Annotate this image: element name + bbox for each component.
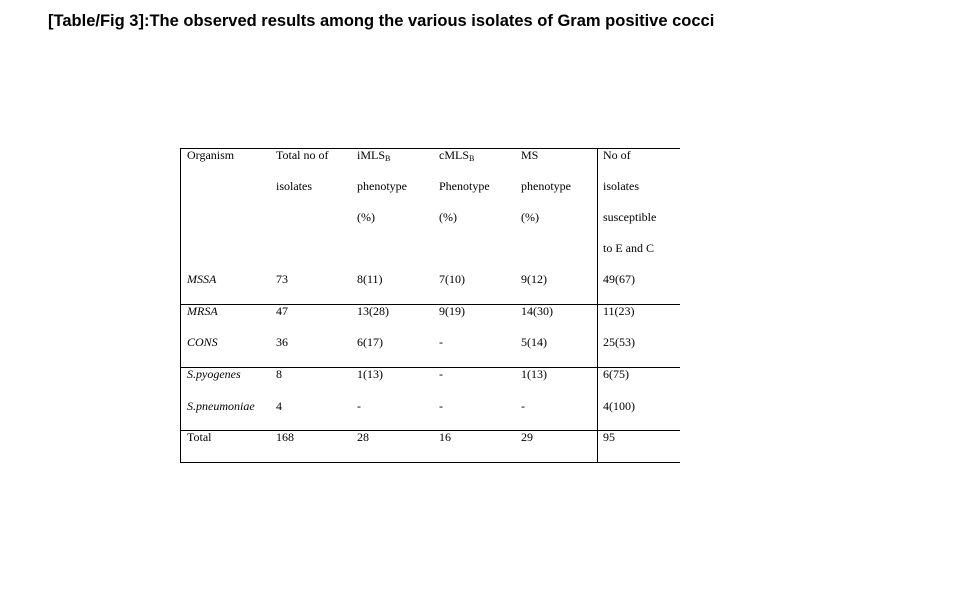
header-cell: phenotype	[357, 179, 407, 193]
data-cell: 4	[276, 399, 282, 413]
header-main: iMLS	[357, 148, 385, 162]
header-cell: Total no of	[276, 148, 328, 162]
data-cell: 28	[357, 430, 369, 444]
data-cell: 8(11)	[357, 272, 383, 286]
data-cell: 4(100)	[603, 399, 635, 413]
header-cell: isolates	[603, 179, 639, 193]
data-cell: 8	[276, 367, 282, 381]
header-cell: Organism	[187, 148, 235, 162]
header-cell: No of	[603, 148, 631, 162]
data-cell: 9(19)	[439, 304, 465, 318]
header-cell: (%)	[439, 210, 457, 224]
header-cell: Phenotype	[439, 179, 490, 193]
data-cell: 49(67)	[603, 272, 635, 286]
header-cell: susceptible	[603, 210, 656, 224]
data-cell: -	[439, 399, 443, 413]
data-cell: 13(28)	[357, 304, 389, 318]
header-cell: to E and C	[603, 241, 654, 255]
data-cell: 14(30)	[521, 304, 553, 318]
header-cell: cMLSB	[439, 148, 474, 163]
organism-cell: MRSA	[186, 304, 218, 318]
data-cell: -	[439, 367, 443, 381]
data-cell: -	[439, 335, 443, 349]
header-cell: isolates	[276, 179, 312, 193]
data-cell: 6(17)	[357, 335, 383, 349]
header-cell: (%)	[521, 210, 539, 224]
title: [Table/Fig 3]:The observed results among…	[48, 12, 714, 30]
data-cell: 29	[521, 430, 533, 444]
data-cell: 25(53)	[603, 335, 635, 349]
data-cell: 16	[439, 430, 451, 444]
table-rules	[180, 148, 680, 463]
data-cell: -	[357, 399, 361, 413]
organism-cell: S.pneumoniae	[187, 399, 255, 413]
header-sub: B	[469, 154, 474, 163]
data-cell: 73	[276, 272, 288, 286]
header-cell: phenotype	[521, 179, 571, 193]
organism-cell: S.pyogenes	[187, 367, 241, 381]
organism-cell: MSSA	[186, 272, 217, 286]
header-cell: (%)	[357, 210, 375, 224]
data-cell: 95	[603, 430, 615, 444]
data-cell: -	[521, 399, 525, 413]
data-cell: 9(12)	[521, 272, 547, 286]
data-cell: 11(23)	[603, 304, 635, 318]
data-cell: 7(10)	[439, 272, 465, 286]
data-cell: 1(13)	[521, 367, 547, 381]
header-cell: iMLSB	[357, 148, 390, 163]
data-cell: 168	[276, 430, 294, 444]
header-main: cMLS	[439, 148, 469, 162]
organism-cell: Total	[187, 430, 212, 444]
data-cell: 36	[276, 335, 288, 349]
data-cell: 6(75)	[603, 367, 629, 381]
table: Organism Total no ofisolatesiMLSBphenotyp…	[186, 148, 656, 444]
organism-cell: CONS	[187, 335, 218, 349]
data-cell: 47	[276, 304, 288, 318]
header-sub: B	[385, 154, 390, 163]
data-cell: 1(13)	[357, 367, 383, 381]
data-cell: 5(14)	[521, 335, 547, 349]
header-cell: MS	[521, 148, 538, 162]
